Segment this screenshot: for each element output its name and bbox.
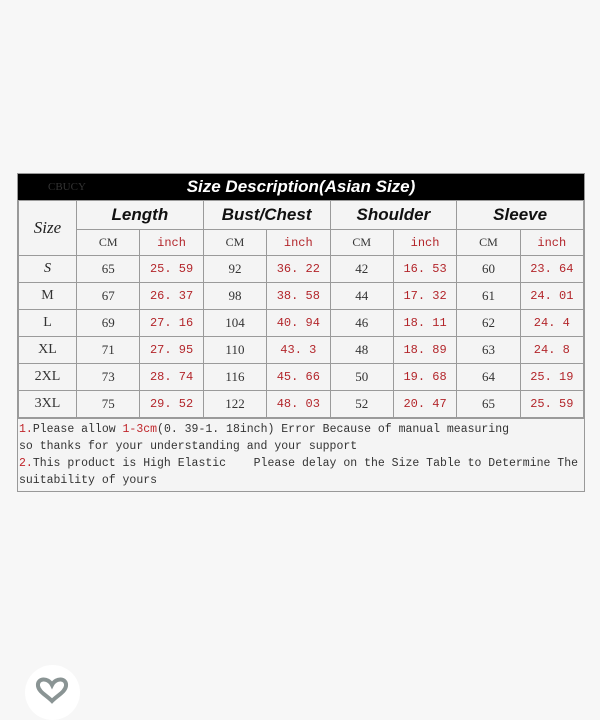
unit-header: inch — [139, 229, 204, 256]
inch-cell: 38. 58 — [266, 282, 331, 310]
group-header-shoulder: Shoulder — [329, 200, 458, 230]
inch-cell: 25. 19 — [519, 363, 585, 391]
size-label: M — [18, 282, 77, 310]
table-row: M 67 26. 37 98 38. 58 44 17. 32 61 24. 01 — [18, 282, 585, 310]
inch-cell: 24. 8 — [519, 336, 585, 364]
unit-header: inch — [266, 229, 331, 256]
cm-cell: 48 — [329, 336, 394, 364]
size-label: 3XL — [18, 390, 77, 418]
cm-cell: 98 — [202, 282, 268, 310]
inch-cell: 18. 11 — [392, 309, 458, 337]
cm-cell: 110 — [202, 336, 268, 364]
size-label: XL — [18, 336, 77, 364]
unit-header: CM — [202, 229, 268, 256]
inch-cell: 24. 01 — [519, 282, 585, 310]
cm-cell: 69 — [75, 309, 141, 337]
inch-cell: 24. 4 — [519, 309, 585, 337]
note-number: 1. — [19, 423, 33, 436]
cm-cell: 65 — [75, 255, 141, 283]
unit-header: CM — [329, 229, 394, 256]
inch-cell: 45. 66 — [266, 363, 331, 391]
cm-cell: 60 — [456, 255, 521, 283]
heart-icon — [36, 677, 68, 704]
inch-cell: 27. 16 — [139, 309, 204, 337]
size-label: S — [18, 255, 77, 283]
table-row: XL 71 27. 95 110 43. 3 48 18. 89 63 24. 8 — [18, 336, 585, 364]
size-table: Size Length Bust/Chest Shoulder Sleeve C… — [18, 200, 585, 418]
note-text: Please allow — [32, 423, 123, 436]
cm-cell: 116 — [202, 363, 268, 391]
size-label: 2XL — [18, 363, 77, 391]
inch-cell: 16. 53 — [392, 255, 458, 283]
inch-cell: 25. 59 — [139, 255, 204, 283]
size-chart: CBUCY Size Description(Asian Size) Size … — [17, 173, 585, 492]
size-header: Size — [18, 200, 77, 256]
cm-cell: 62 — [456, 309, 521, 337]
note-1-line-2: so thanks for your understanding and you… — [19, 440, 358, 453]
note-text: This product is High Elastic Please dela… — [32, 457, 579, 470]
cm-cell: 64 — [456, 363, 521, 391]
cm-cell: 42 — [329, 255, 394, 283]
note-number: 2. — [19, 457, 33, 470]
cm-cell: 71 — [75, 336, 141, 364]
group-header-bust: Bust/Chest — [202, 200, 331, 230]
table-row: 2XL 73 28. 74 116 45. 66 50 19. 68 64 25. 19 — [18, 363, 585, 391]
note-2-line-2: suitability of yours — [19, 474, 158, 487]
cm-cell: 67 — [75, 282, 141, 310]
inch-cell: 40. 94 — [266, 309, 331, 337]
unit-header: CM — [75, 229, 141, 256]
cm-cell: 75 — [75, 390, 141, 418]
size-label: L — [18, 309, 77, 337]
size-notes: 1.Please allow 1-3cm(0. 39-1. 18inch) Er… — [18, 418, 584, 491]
inch-cell: 27. 95 — [139, 336, 204, 364]
inch-cell: 25. 59 — [519, 390, 585, 418]
inch-cell: 26. 37 — [139, 282, 204, 310]
note-1: 1.Please allow 1-3cm(0. 39-1. 18inch) Er… — [19, 421, 582, 438]
size-chart-title-bar: CBUCY Size Description(Asian Size) — [18, 174, 584, 200]
cm-cell: 92 — [202, 255, 268, 283]
inch-cell: 36. 22 — [266, 255, 331, 283]
inch-cell: 17. 32 — [392, 282, 458, 310]
table-row: 3XL 75 29. 52 122 48. 03 52 20. 47 65 25. 59 — [18, 390, 585, 418]
table-row: L 69 27. 16 104 40. 94 46 18. 11 62 24. 4 — [18, 309, 585, 337]
inch-cell: 29. 52 — [139, 390, 204, 418]
inch-cell: 20. 47 — [392, 390, 458, 418]
cm-cell: 50 — [329, 363, 394, 391]
inch-cell: 19. 68 — [392, 363, 458, 391]
inch-cell: 43. 3 — [266, 336, 331, 364]
inch-cell: 28. 74 — [139, 363, 204, 391]
inch-cell: 23. 64 — [519, 255, 585, 283]
unit-header: CM — [456, 229, 521, 256]
cm-cell: 44 — [329, 282, 394, 310]
brand-logo: CBUCY — [48, 181, 86, 193]
cm-cell: 52 — [329, 390, 394, 418]
cm-cell: 65 — [456, 390, 521, 418]
group-header-sleeve: Sleeve — [456, 200, 584, 230]
cm-cell: 61 — [456, 282, 521, 310]
note-2: 2.This product is High Elastic Please de… — [19, 455, 582, 472]
cm-cell: 122 — [202, 390, 268, 418]
inch-cell: 18. 89 — [392, 336, 458, 364]
note-text: (0. 39-1. 18inch) Error Because of manua… — [157, 423, 510, 436]
size-chart-title: Size Description(Asian Size) — [186, 177, 416, 196]
unit-header: inch — [519, 229, 585, 256]
cm-cell: 73 — [75, 363, 141, 391]
note-highlight: 1-3cm — [122, 423, 158, 436]
table-row: S 65 25. 59 92 36. 22 42 16. 53 60 23. 64 — [18, 255, 585, 283]
cm-cell: 46 — [329, 309, 394, 337]
group-header-length: Length — [76, 200, 204, 230]
inch-cell: 48. 03 — [266, 390, 331, 418]
cm-cell: 104 — [202, 309, 268, 337]
cm-cell: 63 — [456, 336, 521, 364]
unit-header: inch — [392, 229, 458, 256]
